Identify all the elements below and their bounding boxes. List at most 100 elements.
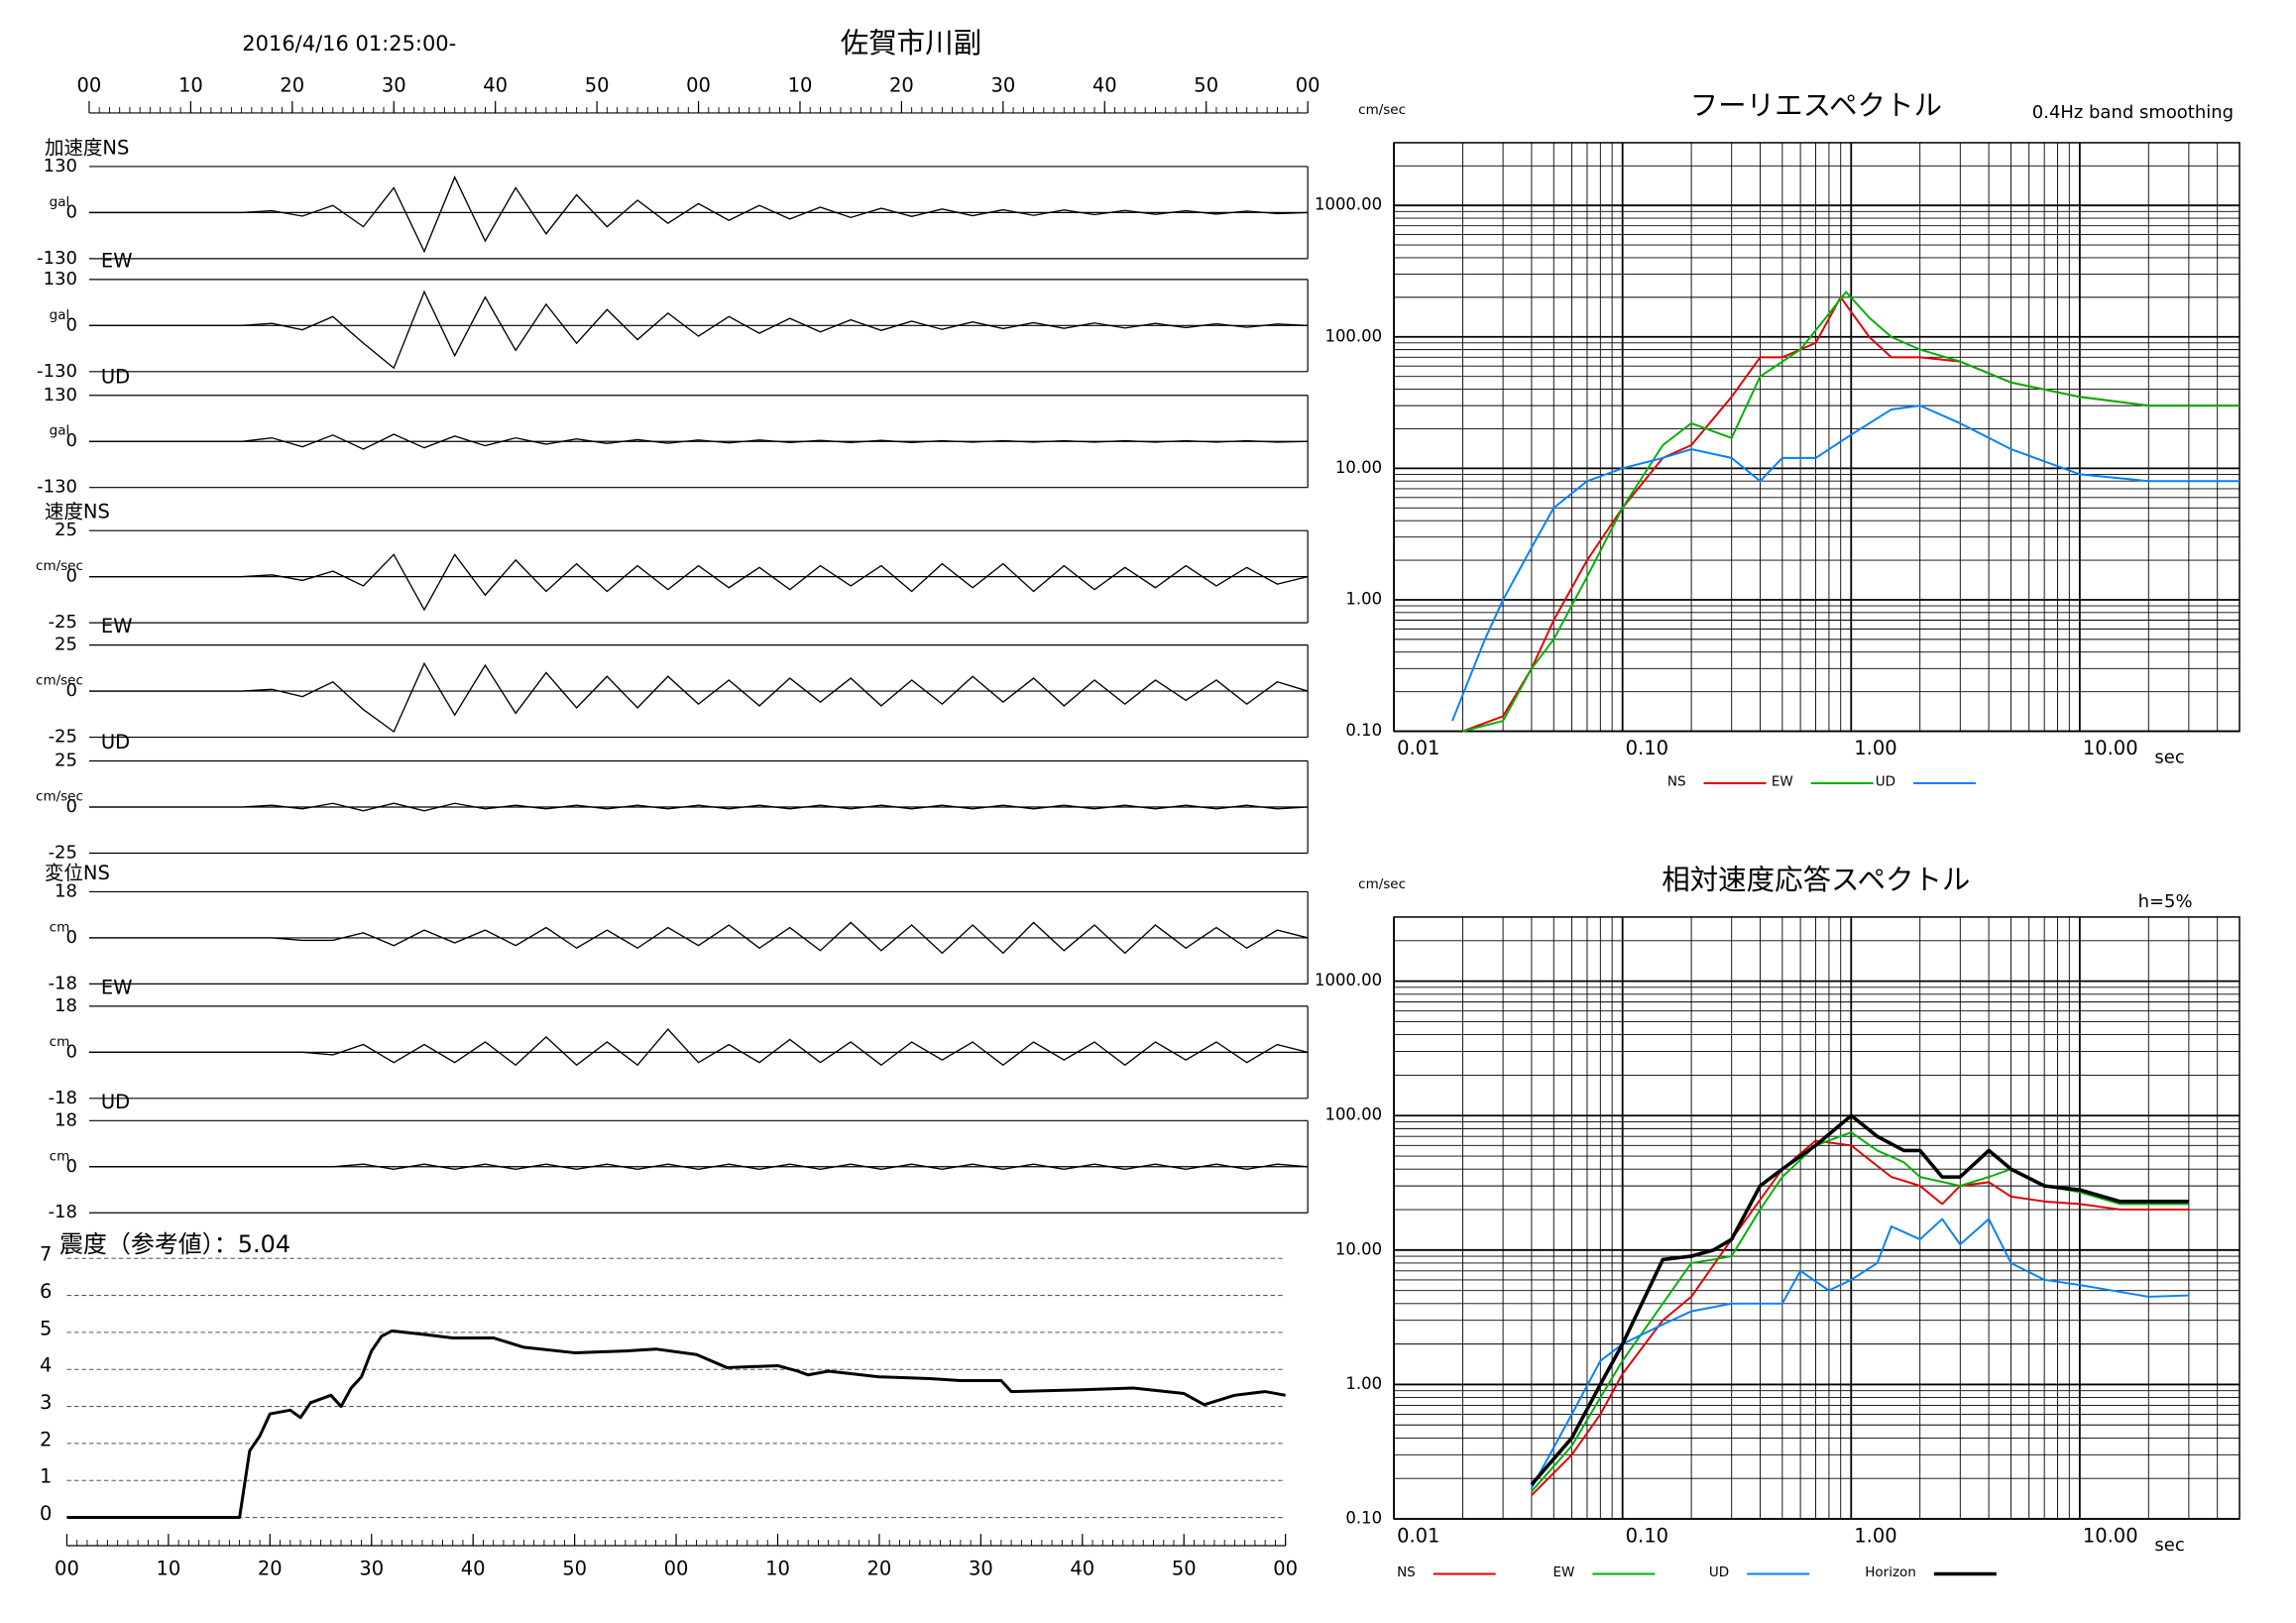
trace-label: EW	[101, 615, 133, 638]
waveform	[88, 1163, 1309, 1171]
chart-title: フーリエスペクトル	[1690, 89, 1942, 122]
x-tick-label: 20	[280, 73, 304, 96]
trace-label: 加速度NS	[45, 136, 129, 159]
waveform	[88, 921, 1309, 955]
x-tick-label: 50	[562, 1558, 587, 1580]
y-tick-label: 10.00	[1335, 1239, 1382, 1258]
legend-label: UD	[1709, 1565, 1729, 1580]
x-tick-label: 10	[765, 1558, 790, 1580]
waveform	[88, 175, 1309, 254]
x-axis-label: sec	[2154, 1535, 2184, 1556]
x-tick-label: 10.00	[2083, 1525, 2138, 1548]
x-tick-label: 00	[686, 73, 711, 96]
legend-label: Horizon	[1865, 1565, 1916, 1580]
unit-label: cm/sec	[36, 789, 83, 805]
waveform	[88, 1028, 1309, 1067]
data-line	[1451, 405, 2240, 722]
x-tick-label: 40	[483, 73, 508, 96]
y-tick-label: 7	[40, 1243, 52, 1266]
y-tick-label: 1000.00	[1315, 971, 1382, 989]
x-tick-label: 0.01	[1397, 1525, 1439, 1548]
unit-label: cm/sec	[36, 558, 83, 574]
trace-label: UD	[101, 731, 130, 754]
x-tick-label: 00	[55, 1558, 79, 1580]
x-tick-label: 50	[585, 73, 610, 96]
y-axis-label: cm/sec	[1358, 102, 1406, 118]
x-tick-label: 40	[1070, 1558, 1094, 1580]
x-axis-label: sec	[2154, 748, 2184, 768]
x-tick-label: 00	[1273, 1558, 1298, 1580]
y-axis-label: cm/sec	[1358, 876, 1406, 892]
x-tick-label: 20	[889, 73, 914, 96]
waveform	[88, 661, 1309, 734]
trace-label: 変位NS	[45, 862, 110, 884]
waveform	[88, 802, 1309, 812]
x-tick-label: 10	[178, 73, 203, 96]
y-tick-label: 0	[66, 680, 77, 701]
y-tick-label: 4	[40, 1354, 52, 1377]
y-tick-label: -130	[37, 361, 77, 382]
y-tick-label: 6	[40, 1280, 52, 1303]
legend-label: NS	[1667, 774, 1686, 790]
unit-label: gal	[50, 423, 70, 439]
y-tick-label: 0	[66, 1156, 77, 1177]
trace-label: UD	[101, 365, 130, 388]
y-tick-label: 0	[40, 1502, 52, 1525]
data-line	[1531, 1139, 2189, 1496]
chart-title: 震度（参考値）：5.04	[59, 1230, 290, 1258]
y-tick-label: 0	[66, 314, 77, 335]
x-tick-label: 00	[77, 73, 102, 96]
legend-label: EW	[1772, 774, 1793, 790]
unit-label: cm/sec	[36, 673, 83, 689]
unit-label: cm	[50, 919, 70, 935]
x-tick-label: 1.00	[1854, 1525, 1896, 1548]
y-tick-label: 0	[66, 430, 77, 451]
y-tick-label: 0.10	[1345, 721, 1382, 740]
x-tick-label: 00	[664, 1558, 689, 1580]
legend-label: UD	[1876, 774, 1895, 790]
waveform	[88, 433, 1309, 450]
y-tick-label: 18	[55, 1109, 77, 1130]
y-tick-label: 100.00	[1324, 326, 1382, 345]
y-tick-label: -18	[49, 973, 77, 993]
y-tick-label: 0	[66, 796, 77, 817]
waveform	[88, 553, 1309, 612]
y-tick-label: -18	[49, 1088, 77, 1108]
legend-label: NS	[1397, 1565, 1416, 1580]
record-time: 2016/4/16 01:25:00-	[242, 32, 456, 56]
chart-subtitle: h=5%	[2138, 891, 2193, 912]
chart-subtitle: 0.4Hz band smoothing	[2032, 102, 2234, 123]
x-tick-label: 10.00	[2083, 737, 2138, 759]
y-tick-label: 18	[55, 995, 77, 1016]
y-tick-label: 0.10	[1345, 1509, 1382, 1528]
y-tick-label: -130	[37, 248, 77, 269]
waveform	[88, 290, 1309, 370]
unit-label: cm	[50, 1034, 70, 1050]
trace-label: EW	[101, 976, 133, 998]
x-tick-label: 0.10	[1626, 737, 1668, 759]
x-tick-label: 10	[156, 1558, 180, 1580]
y-tick-label: 25	[55, 635, 77, 655]
y-tick-label: 130	[44, 156, 77, 176]
y-tick-label: -130	[37, 477, 77, 498]
y-tick-label: -25	[49, 612, 77, 633]
x-tick-label: 30	[990, 73, 1015, 96]
y-tick-label: 0	[66, 1041, 77, 1062]
x-tick-label: 50	[1172, 1558, 1197, 1580]
data-line	[1530, 1113, 2189, 1486]
y-tick-label: 5	[40, 1317, 52, 1339]
y-tick-label: 2	[40, 1428, 52, 1450]
x-tick-label: 10	[788, 73, 813, 96]
y-tick-label: 100.00	[1324, 1105, 1382, 1124]
y-tick-label: 130	[44, 385, 77, 406]
y-tick-label: 1000.00	[1315, 195, 1382, 214]
unit-label: gal	[50, 307, 70, 323]
data-line	[66, 1329, 1286, 1520]
x-tick-label: 20	[258, 1558, 283, 1580]
x-tick-label: 50	[1194, 73, 1218, 96]
y-tick-label: 18	[55, 880, 77, 901]
x-tick-label: 1.00	[1854, 737, 1896, 759]
